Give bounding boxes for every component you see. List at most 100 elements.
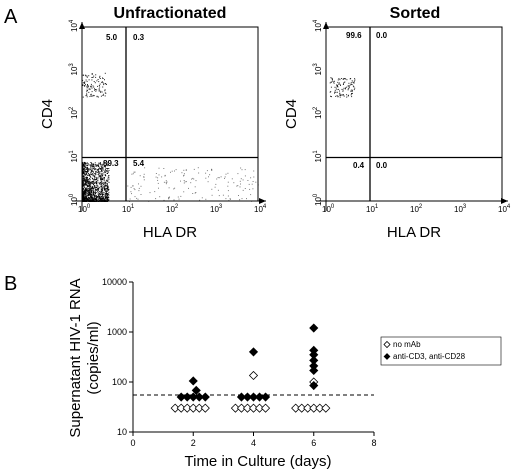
event-dot xyxy=(339,79,341,81)
event-dot xyxy=(89,165,91,166)
event-dot xyxy=(192,177,194,179)
event-dot xyxy=(86,188,88,190)
event-dot xyxy=(252,188,254,190)
event-dot xyxy=(90,189,91,190)
legend-marker-open-diamond xyxy=(383,340,391,349)
event-dot xyxy=(96,89,98,91)
event-dot xyxy=(89,175,91,177)
event-dot xyxy=(201,197,203,199)
event-dot xyxy=(249,188,251,190)
event-dot xyxy=(99,163,101,165)
event-dot xyxy=(231,178,233,180)
event-dot xyxy=(339,96,341,98)
y-tick-label: 10000 xyxy=(102,277,127,287)
event-dot xyxy=(108,168,110,170)
event-dot xyxy=(85,95,87,97)
quadrant-value-upper-left: 5.0 xyxy=(106,33,118,42)
event-dot xyxy=(92,194,94,196)
event-dot xyxy=(100,188,102,190)
event-dot xyxy=(104,169,106,171)
event-dot xyxy=(100,190,102,192)
data-point-no-mab xyxy=(309,403,319,413)
event-dot xyxy=(102,95,104,96)
event-dot xyxy=(98,194,100,196)
event-dot xyxy=(96,184,98,186)
event-dot xyxy=(98,169,100,171)
event-dot xyxy=(89,180,91,182)
event-dot xyxy=(90,174,92,175)
data-point-anti-cd3-cd28 xyxy=(236,392,247,402)
event-dot xyxy=(94,191,96,193)
event-dot xyxy=(85,176,87,178)
event-dot xyxy=(100,179,102,181)
event-dot xyxy=(83,175,84,177)
event-dot xyxy=(349,84,351,86)
event-dot xyxy=(94,82,96,84)
event-dot xyxy=(97,192,99,194)
event-dot xyxy=(101,91,103,93)
event-dot xyxy=(350,89,352,91)
event-dot xyxy=(217,177,219,179)
event-dot xyxy=(224,176,226,178)
event-dot xyxy=(105,190,107,192)
x-tick-label: 4 xyxy=(251,438,256,448)
event-dot xyxy=(84,167,86,168)
tick-exponent: 4 xyxy=(507,204,511,210)
event-dot xyxy=(85,173,87,174)
event-dot xyxy=(337,81,339,83)
event-dot xyxy=(348,82,350,84)
event-dot xyxy=(93,163,95,165)
event-dot xyxy=(334,92,335,94)
event-dot xyxy=(140,194,142,195)
event-dot xyxy=(85,166,87,168)
event-dot xyxy=(87,173,89,175)
event-dot xyxy=(106,164,108,166)
event-dot xyxy=(106,190,108,192)
event-dot xyxy=(90,200,92,201)
event-dot xyxy=(339,92,341,94)
event-dot xyxy=(134,171,136,173)
event-dot xyxy=(82,194,83,196)
event-dot xyxy=(99,199,101,200)
event-dot xyxy=(92,94,94,96)
event-dot xyxy=(101,185,103,187)
event-dot xyxy=(82,185,84,187)
event-dot xyxy=(104,198,105,200)
event-dot xyxy=(82,197,84,198)
event-dot xyxy=(227,195,229,197)
event-dot xyxy=(149,192,151,194)
event-dot xyxy=(158,174,160,176)
flow-title: Sorted xyxy=(390,5,441,22)
event-dot xyxy=(94,187,96,189)
event-dot xyxy=(93,166,95,168)
event-dot xyxy=(95,178,97,180)
event-dot xyxy=(97,180,99,182)
event-dot xyxy=(88,191,90,193)
data-point-no-mab xyxy=(321,403,331,413)
event-dot xyxy=(98,162,100,164)
event-dot xyxy=(103,179,105,181)
event-dot xyxy=(101,174,103,176)
event-dot xyxy=(183,169,185,171)
data-point-no-mab xyxy=(291,403,301,413)
event-dot xyxy=(347,95,349,97)
event-dot xyxy=(99,175,101,177)
data-point-anti-cd3-cd28 xyxy=(242,392,253,402)
event-dot xyxy=(104,188,106,190)
event-dot xyxy=(103,180,105,182)
event-dot xyxy=(83,192,84,194)
event-dot xyxy=(104,181,106,183)
event-dot xyxy=(84,171,86,172)
event-dot xyxy=(82,195,83,197)
event-dot xyxy=(95,171,97,173)
event-dot xyxy=(345,78,347,80)
event-dot xyxy=(88,194,90,196)
event-dot xyxy=(101,166,103,168)
event-dot xyxy=(205,172,207,174)
event-dot xyxy=(104,79,105,81)
event-dot xyxy=(107,186,109,188)
event-dot xyxy=(105,197,107,199)
event-dot xyxy=(229,198,231,200)
data-point-no-mab xyxy=(242,403,253,413)
x-tick-label: 102 xyxy=(410,204,423,214)
